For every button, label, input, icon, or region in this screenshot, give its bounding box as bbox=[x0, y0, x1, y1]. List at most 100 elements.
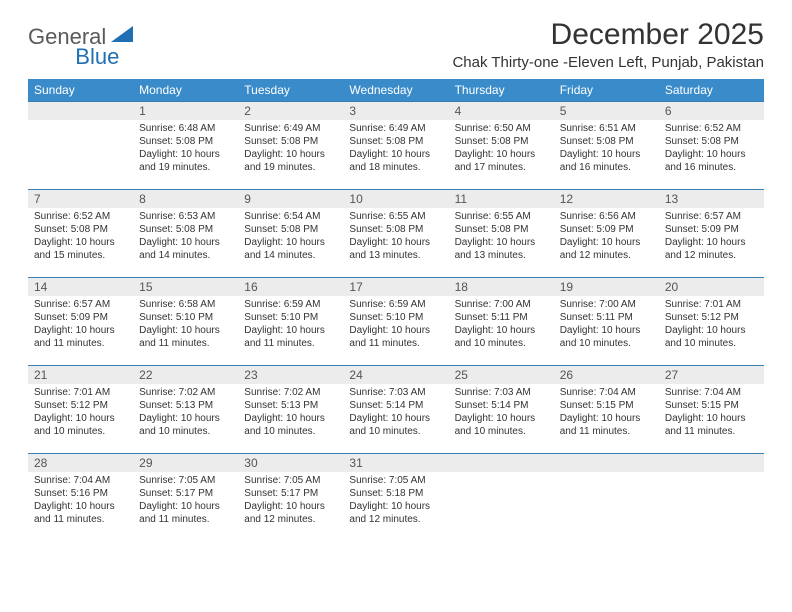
day-detail: Sunrise: 7:05 AMSunset: 5:17 PMDaylight:… bbox=[238, 472, 343, 530]
day-number: 8 bbox=[133, 190, 238, 208]
calendar-week-row: 28Sunrise: 7:04 AMSunset: 5:16 PMDayligh… bbox=[28, 454, 764, 542]
day-number: 18 bbox=[449, 278, 554, 296]
day-detail: Sunrise: 7:05 AMSunset: 5:17 PMDaylight:… bbox=[133, 472, 238, 530]
month-title: December 2025 bbox=[452, 18, 764, 52]
day-number: 31 bbox=[343, 454, 448, 472]
day-header-row: SundayMondayTuesdayWednesdayThursdayFrid… bbox=[28, 79, 764, 102]
day-detail: Sunrise: 6:55 AMSunset: 5:08 PMDaylight:… bbox=[343, 208, 448, 266]
calendar-table: SundayMondayTuesdayWednesdayThursdayFrid… bbox=[28, 79, 764, 542]
logo: General Blue bbox=[28, 18, 135, 50]
day-detail: Sunrise: 7:00 AMSunset: 5:11 PMDaylight:… bbox=[554, 296, 659, 354]
calendar-day-cell: 22Sunrise: 7:02 AMSunset: 5:13 PMDayligh… bbox=[133, 366, 238, 454]
day-header: Tuesday bbox=[238, 79, 343, 102]
calendar-day-cell: 8Sunrise: 6:53 AMSunset: 5:08 PMDaylight… bbox=[133, 190, 238, 278]
calendar-week-row: 14Sunrise: 6:57 AMSunset: 5:09 PMDayligh… bbox=[28, 278, 764, 366]
day-detail: Sunrise: 7:02 AMSunset: 5:13 PMDaylight:… bbox=[238, 384, 343, 442]
day-number: 27 bbox=[659, 366, 764, 384]
day-number: 26 bbox=[554, 366, 659, 384]
calendar-day-cell: 15Sunrise: 6:58 AMSunset: 5:10 PMDayligh… bbox=[133, 278, 238, 366]
day-number: 28 bbox=[28, 454, 133, 472]
empty-day-bar bbox=[554, 454, 659, 472]
day-detail: Sunrise: 7:01 AMSunset: 5:12 PMDaylight:… bbox=[28, 384, 133, 442]
empty-day-bar bbox=[28, 102, 133, 120]
calendar-day-cell: 16Sunrise: 6:59 AMSunset: 5:10 PMDayligh… bbox=[238, 278, 343, 366]
calendar-day-cell: 26Sunrise: 7:04 AMSunset: 5:15 PMDayligh… bbox=[554, 366, 659, 454]
day-header: Monday bbox=[133, 79, 238, 102]
location: Chak Thirty-one -Eleven Left, Punjab, Pa… bbox=[452, 54, 764, 71]
calendar-day-cell: 19Sunrise: 7:00 AMSunset: 5:11 PMDayligh… bbox=[554, 278, 659, 366]
day-detail: Sunrise: 6:57 AMSunset: 5:09 PMDaylight:… bbox=[28, 296, 133, 354]
day-detail: Sunrise: 7:01 AMSunset: 5:12 PMDaylight:… bbox=[659, 296, 764, 354]
day-number: 6 bbox=[659, 102, 764, 120]
day-detail: Sunrise: 6:55 AMSunset: 5:08 PMDaylight:… bbox=[449, 208, 554, 266]
day-number: 1 bbox=[133, 102, 238, 120]
calendar-day-cell: 10Sunrise: 6:55 AMSunset: 5:08 PMDayligh… bbox=[343, 190, 448, 278]
day-detail: Sunrise: 7:03 AMSunset: 5:14 PMDaylight:… bbox=[449, 384, 554, 442]
day-detail: Sunrise: 7:02 AMSunset: 5:13 PMDaylight:… bbox=[133, 384, 238, 442]
calendar-day-cell: 17Sunrise: 6:59 AMSunset: 5:10 PMDayligh… bbox=[343, 278, 448, 366]
day-number: 24 bbox=[343, 366, 448, 384]
header: General Blue December 2025 Chak Thirty-o… bbox=[28, 18, 764, 71]
day-header: Wednesday bbox=[343, 79, 448, 102]
day-header: Saturday bbox=[659, 79, 764, 102]
day-number: 15 bbox=[133, 278, 238, 296]
calendar-day-cell: 28Sunrise: 7:04 AMSunset: 5:16 PMDayligh… bbox=[28, 454, 133, 542]
day-number: 14 bbox=[28, 278, 133, 296]
day-number: 4 bbox=[449, 102, 554, 120]
day-detail: Sunrise: 6:49 AMSunset: 5:08 PMDaylight:… bbox=[343, 120, 448, 178]
calendar-day-cell: 27Sunrise: 7:04 AMSunset: 5:15 PMDayligh… bbox=[659, 366, 764, 454]
day-detail: Sunrise: 6:59 AMSunset: 5:10 PMDaylight:… bbox=[343, 296, 448, 354]
calendar-day-cell: 13Sunrise: 6:57 AMSunset: 5:09 PMDayligh… bbox=[659, 190, 764, 278]
day-detail: Sunrise: 6:54 AMSunset: 5:08 PMDaylight:… bbox=[238, 208, 343, 266]
day-detail: Sunrise: 7:05 AMSunset: 5:18 PMDaylight:… bbox=[343, 472, 448, 530]
empty-day-bar bbox=[659, 454, 764, 472]
day-detail: Sunrise: 7:00 AMSunset: 5:11 PMDaylight:… bbox=[449, 296, 554, 354]
calendar-day-cell: 4Sunrise: 6:50 AMSunset: 5:08 PMDaylight… bbox=[449, 102, 554, 190]
calendar-day-cell: 1Sunrise: 6:48 AMSunset: 5:08 PMDaylight… bbox=[133, 102, 238, 190]
calendar-day-cell: 3Sunrise: 6:49 AMSunset: 5:08 PMDaylight… bbox=[343, 102, 448, 190]
calendar-day-cell: 20Sunrise: 7:01 AMSunset: 5:12 PMDayligh… bbox=[659, 278, 764, 366]
calendar-day-cell: 12Sunrise: 6:56 AMSunset: 5:09 PMDayligh… bbox=[554, 190, 659, 278]
day-number: 30 bbox=[238, 454, 343, 472]
calendar-day-cell bbox=[554, 454, 659, 542]
day-number: 22 bbox=[133, 366, 238, 384]
calendar-day-cell bbox=[659, 454, 764, 542]
day-detail: Sunrise: 6:56 AMSunset: 5:09 PMDaylight:… bbox=[554, 208, 659, 266]
day-number: 17 bbox=[343, 278, 448, 296]
logo-text-blue: Blue bbox=[75, 44, 119, 70]
calendar-day-cell: 23Sunrise: 7:02 AMSunset: 5:13 PMDayligh… bbox=[238, 366, 343, 454]
day-detail: Sunrise: 6:59 AMSunset: 5:10 PMDaylight:… bbox=[238, 296, 343, 354]
calendar-day-cell: 25Sunrise: 7:03 AMSunset: 5:14 PMDayligh… bbox=[449, 366, 554, 454]
calendar-day-cell: 30Sunrise: 7:05 AMSunset: 5:17 PMDayligh… bbox=[238, 454, 343, 542]
day-number: 13 bbox=[659, 190, 764, 208]
day-number: 2 bbox=[238, 102, 343, 120]
day-number: 29 bbox=[133, 454, 238, 472]
day-detail: Sunrise: 6:52 AMSunset: 5:08 PMDaylight:… bbox=[659, 120, 764, 178]
calendar-day-cell: 2Sunrise: 6:49 AMSunset: 5:08 PMDaylight… bbox=[238, 102, 343, 190]
day-detail: Sunrise: 7:03 AMSunset: 5:14 PMDaylight:… bbox=[343, 384, 448, 442]
empty-day-bar bbox=[449, 454, 554, 472]
day-detail: Sunrise: 6:49 AMSunset: 5:08 PMDaylight:… bbox=[238, 120, 343, 178]
day-number: 20 bbox=[659, 278, 764, 296]
calendar-day-cell: 24Sunrise: 7:03 AMSunset: 5:14 PMDayligh… bbox=[343, 366, 448, 454]
calendar-day-cell: 29Sunrise: 7:05 AMSunset: 5:17 PMDayligh… bbox=[133, 454, 238, 542]
day-number: 7 bbox=[28, 190, 133, 208]
day-number: 12 bbox=[554, 190, 659, 208]
day-number: 19 bbox=[554, 278, 659, 296]
calendar-day-cell: 9Sunrise: 6:54 AMSunset: 5:08 PMDaylight… bbox=[238, 190, 343, 278]
calendar-day-cell: 18Sunrise: 7:00 AMSunset: 5:11 PMDayligh… bbox=[449, 278, 554, 366]
day-detail: Sunrise: 6:58 AMSunset: 5:10 PMDaylight:… bbox=[133, 296, 238, 354]
day-number: 16 bbox=[238, 278, 343, 296]
day-header: Sunday bbox=[28, 79, 133, 102]
day-detail: Sunrise: 7:04 AMSunset: 5:15 PMDaylight:… bbox=[554, 384, 659, 442]
day-number: 11 bbox=[449, 190, 554, 208]
day-number: 5 bbox=[554, 102, 659, 120]
calendar-week-row: 7Sunrise: 6:52 AMSunset: 5:08 PMDaylight… bbox=[28, 190, 764, 278]
calendar-week-row: 21Sunrise: 7:01 AMSunset: 5:12 PMDayligh… bbox=[28, 366, 764, 454]
calendar-day-cell: 5Sunrise: 6:51 AMSunset: 5:08 PMDaylight… bbox=[554, 102, 659, 190]
calendar-day-cell bbox=[28, 102, 133, 190]
day-number: 9 bbox=[238, 190, 343, 208]
title-block: December 2025 Chak Thirty-one -Eleven Le… bbox=[452, 18, 764, 71]
calendar-day-cell: 21Sunrise: 7:01 AMSunset: 5:12 PMDayligh… bbox=[28, 366, 133, 454]
day-detail: Sunrise: 6:53 AMSunset: 5:08 PMDaylight:… bbox=[133, 208, 238, 266]
